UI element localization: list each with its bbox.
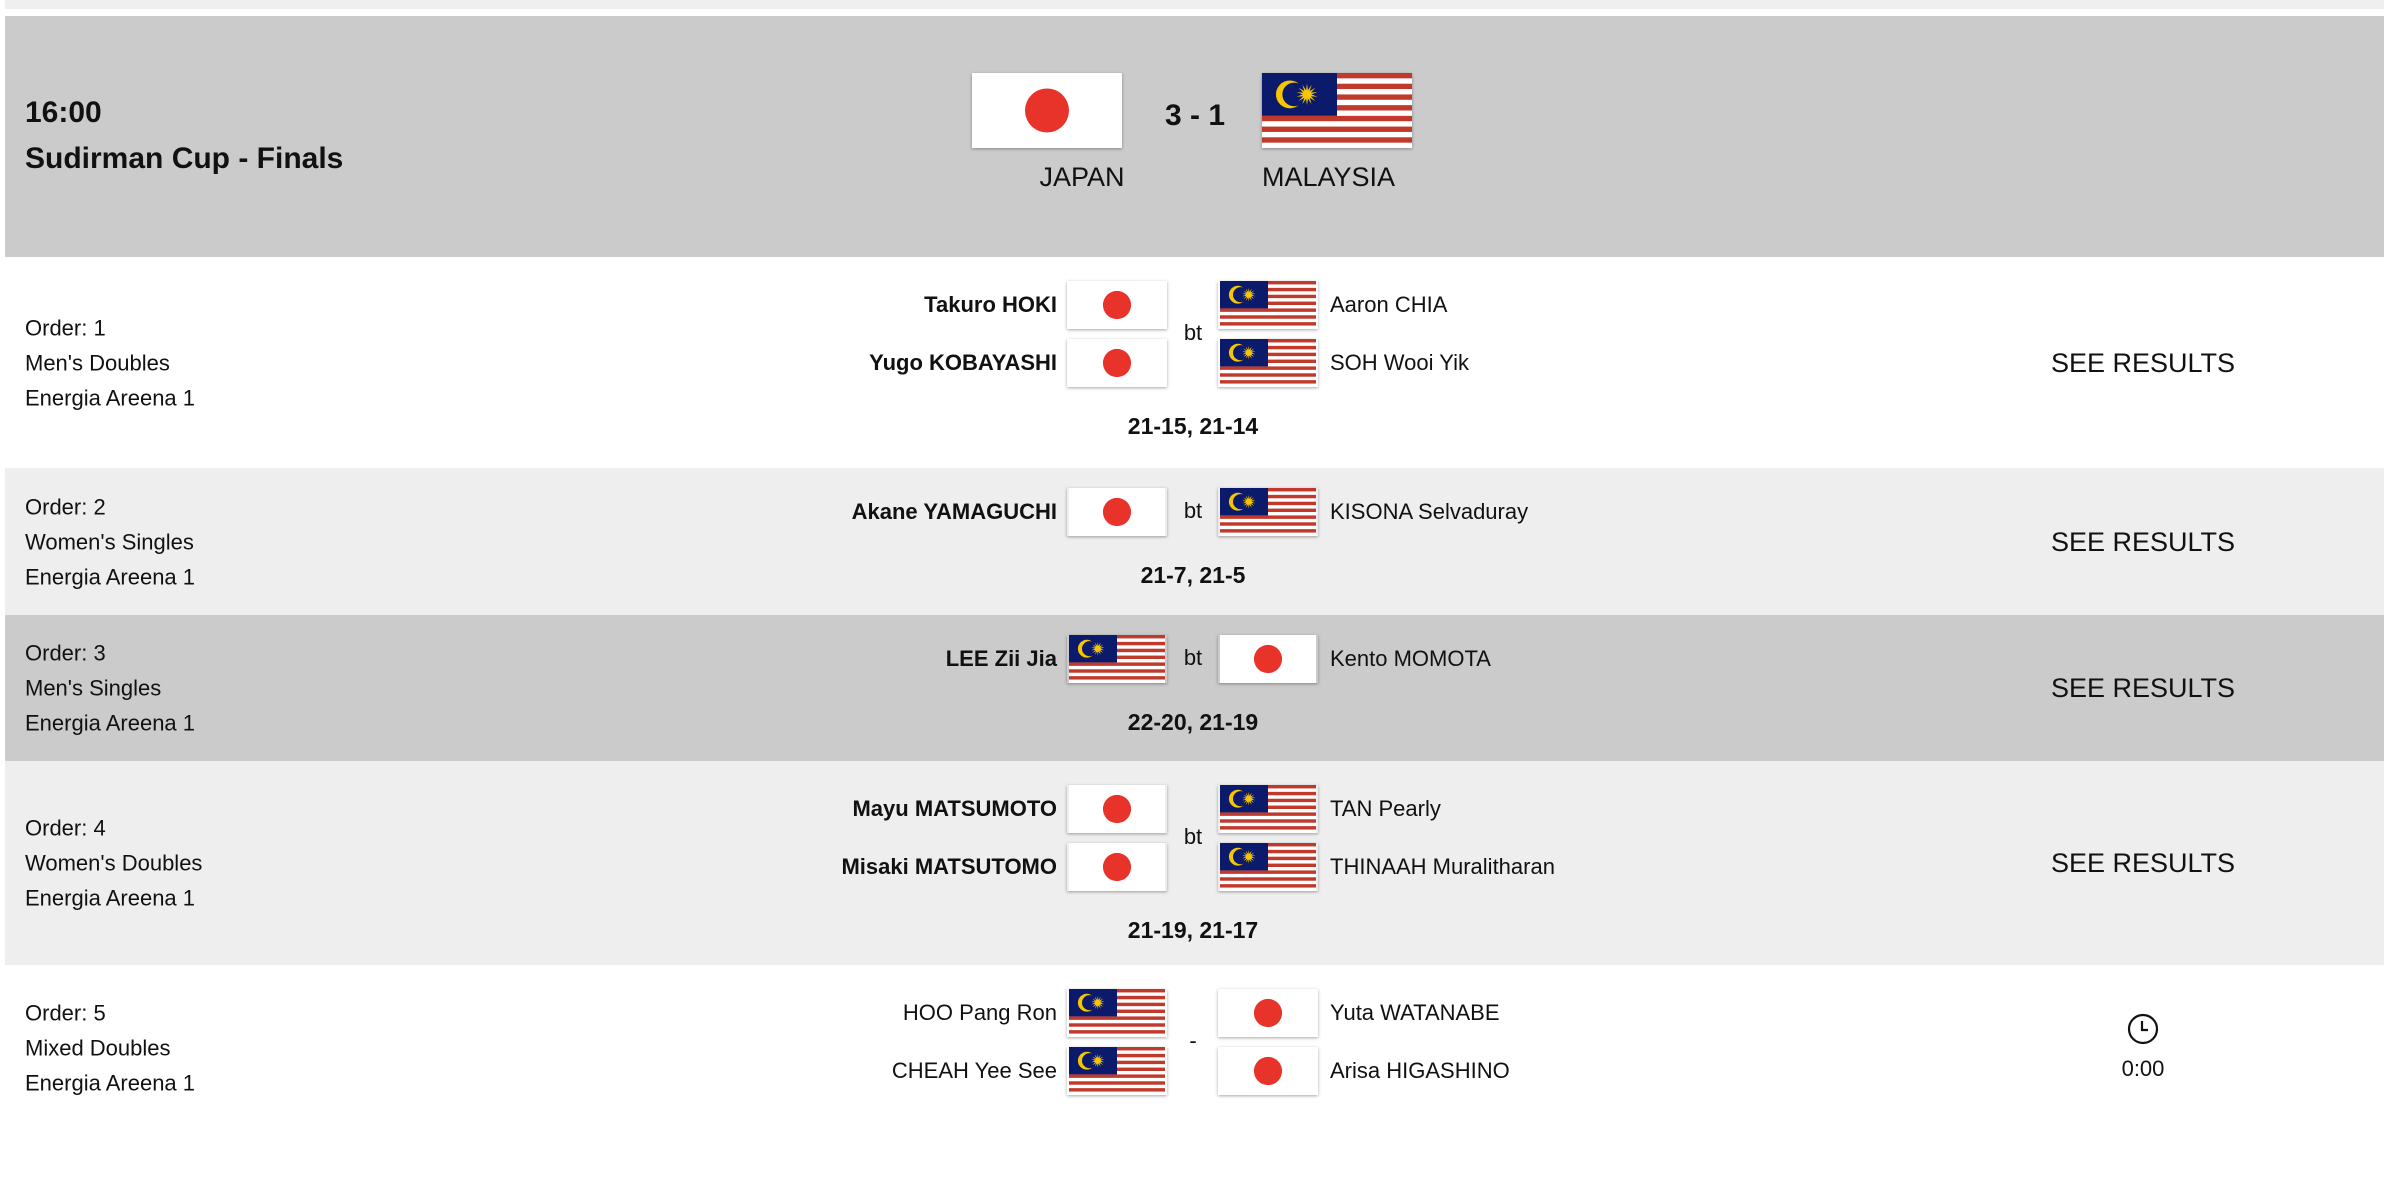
match-row: Order: 5 Mixed Doubles Energia Areena 1 HOO… <box>5 965 2384 1131</box>
player-name[interactable]: HOO Pang Ron <box>902 1000 1057 1025</box>
match-row: Order: 1 Men's Doubles Energia Areena 1 Tak… <box>5 257 2384 468</box>
player-name[interactable]: TAN Pearly <box>1330 796 1441 821</box>
result-separator: bt <box>1183 498 1203 523</box>
player-name[interactable]: Yugo KOBAYASHI <box>869 350 1057 375</box>
player-name[interactable]: LEE Zii Jia <box>945 646 1057 671</box>
player-name[interactable]: THINAAH Muralitharan <box>1330 854 1555 879</box>
match-venue: Energia Areena 1 <box>25 1070 196 1096</box>
player-name[interactable]: KISONA Selvaduray <box>1330 499 1529 524</box>
japan-flag-icon <box>1067 339 1167 387</box>
tie-score: 3 - 1 <box>1164 99 1226 132</box>
match-info: Order: 3 Men's Singles Energia Areena 1 <box>25 636 195 741</box>
match-timer: 0:00 <box>2043 1012 2243 1084</box>
malaysia-flag-icon <box>1218 785 1318 833</box>
timer-value: 0:00 <box>2121 1056 2165 1081</box>
player-name[interactable]: Takuro HOKI <box>924 292 1057 317</box>
match-event: Women's Doubles <box>25 850 203 876</box>
tie-header: 16:00 Sudirman Cup - Finals 3 - 1 JAPAN … <box>5 16 2384 257</box>
result-separator: bt <box>1183 645 1203 670</box>
japan-flag-icon <box>1067 488 1167 536</box>
top-strip <box>5 0 2384 9</box>
japan-flag-icon <box>1067 785 1167 833</box>
result-separator: - <box>1189 1028 1197 1053</box>
match-event: Men's Singles <box>25 675 162 701</box>
tie-time: 16:00 <box>25 96 102 129</box>
player-name[interactable]: Akane YAMAGUCHI <box>851 499 1057 524</box>
result-separator: bt <box>1183 824 1203 849</box>
player-name[interactable]: Arisa HIGASHINO <box>1330 1058 1510 1083</box>
match-order: Order: 4 <box>25 815 106 841</box>
player-name[interactable]: Aaron CHIA <box>1330 292 1448 317</box>
player-name[interactable]: CHEAH Yee See <box>891 1058 1057 1083</box>
japan-flag-icon <box>972 73 1122 148</box>
malaysia-flag-icon <box>1218 339 1318 387</box>
malaysia-flag-icon <box>1218 281 1318 329</box>
match-order: Order: 2 <box>25 494 106 519</box>
japan-flag-icon <box>1218 989 1318 1037</box>
malaysia-flag-icon <box>1067 1047 1167 1095</box>
match-venue: Energia Areena 1 <box>25 885 196 911</box>
see-results-button[interactable]: SEE RESULTS <box>2050 526 2236 557</box>
match-score: 21-7, 21-5 <box>1140 562 1246 588</box>
malaysia-flag-icon <box>1218 488 1318 536</box>
team-right-name: MALAYSIA <box>1262 162 1396 192</box>
match-row: Order: 2 Women's Singles Energia Areena 1 A… <box>5 468 2384 615</box>
match-score: 22-20, 21-19 <box>1127 709 1259 735</box>
match-order: Order: 5 <box>25 1000 106 1026</box>
match-venue: Energia Areena 1 <box>25 385 196 410</box>
tie-title: Sudirman Cup - Finals <box>25 142 344 175</box>
match-score: 21-19, 21-17 <box>1127 917 1259 943</box>
match-list: Order: 1 Men's Doubles Energia Areena 1 Tak… <box>5 257 2384 1131</box>
malaysia-flag-icon <box>1218 843 1318 891</box>
match-order: Order: 3 <box>25 640 106 666</box>
team-left-name: JAPAN <box>1039 162 1125 192</box>
see-results-button[interactable]: SEE RESULTS <box>2050 347 2236 378</box>
japan-flag-icon <box>1218 1047 1318 1095</box>
result-separator: bt <box>1183 320 1203 345</box>
match-info: Order: 2 Women's Singles Energia Areena 1 <box>25 489 195 594</box>
match-info: Order: 4 Women's Doubles Energia Areena 1 <box>25 811 202 916</box>
match-row: Order: 3 Men's Singles Energia Areena 1 LEE… <box>5 615 2384 761</box>
match-event: Mixed Doubles <box>25 1035 171 1061</box>
player-name[interactable]: Misaki MATSUTOMO <box>841 854 1057 879</box>
see-results-button[interactable]: SEE RESULTS <box>2050 848 2236 878</box>
match-score: 21-15, 21-14 <box>1127 413 1259 439</box>
match-order: Order: 1 <box>25 315 106 340</box>
match-row: Order: 4 Women's Doubles Energia Areena 1 M… <box>5 761 2384 965</box>
player-name[interactable]: SOH Wooi Yik <box>1330 350 1469 375</box>
clock-icon <box>2043 1012 2243 1054</box>
match-venue: Energia Areena 1 <box>25 564 196 589</box>
match-info: Order: 1 Men's Doubles Energia Areena 1 <box>25 310 195 415</box>
japan-flag-icon <box>1067 843 1167 891</box>
see-results-button[interactable]: SEE RESULTS <box>2050 673 2236 703</box>
malaysia-flag-icon <box>1262 73 1412 148</box>
player-name[interactable]: Yuta WATANABE <box>1330 1000 1500 1025</box>
japan-flag-icon <box>1067 281 1167 329</box>
player-name[interactable]: Mayu MATSUMOTO <box>852 796 1057 821</box>
japan-flag-icon <box>1218 635 1318 683</box>
match-info: Order: 5 Mixed Doubles Energia Areena 1 <box>25 996 195 1101</box>
malaysia-flag-icon <box>1067 635 1167 683</box>
match-venue: Energia Areena 1 <box>25 710 196 736</box>
match-event: Women's Singles <box>25 529 194 554</box>
player-name[interactable]: Kento MOMOTA <box>1330 646 1491 671</box>
match-event: Men's Doubles <box>25 350 170 375</box>
malaysia-flag-icon <box>1067 989 1167 1037</box>
